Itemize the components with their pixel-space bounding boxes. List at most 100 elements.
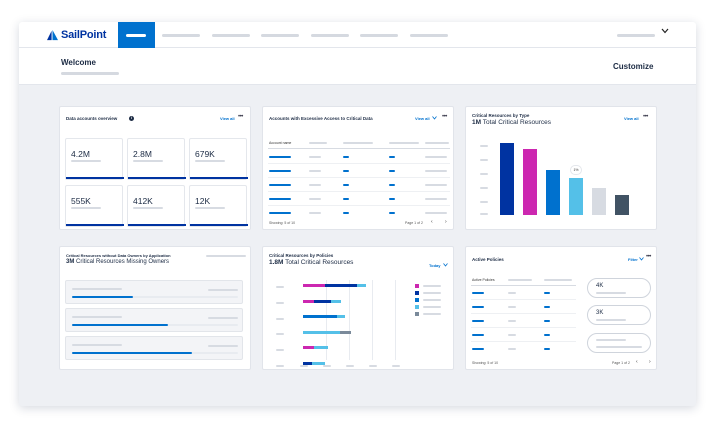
table-cell <box>425 212 447 214</box>
chart-bar-segment[interactable] <box>330 299 342 303</box>
user-name[interactable] <box>617 34 655 37</box>
sailpoint-logo-icon <box>47 29 58 40</box>
nav-item[interactable] <box>410 34 448 37</box>
chart-bar-segment[interactable] <box>312 361 325 365</box>
nav-item[interactable] <box>311 34 349 37</box>
account-link[interactable] <box>269 170 291 172</box>
account-link[interactable] <box>269 198 291 200</box>
policy-link[interactable] <box>472 334 484 336</box>
chart-bar-segment[interactable] <box>313 299 331 303</box>
brand-logo[interactable]: SailPoint <box>47 29 106 41</box>
summary-pill[interactable]: 4K <box>587 278 651 298</box>
column-header[interactable]: Account name <box>269 141 292 145</box>
stat-bar <box>66 177 124 179</box>
prev-page-button[interactable]: ‹ <box>431 219 433 225</box>
chevron-down-icon[interactable] <box>443 263 448 267</box>
chart-bar-segment[interactable] <box>339 330 351 334</box>
chart-bar-segment[interactable] <box>324 284 357 287</box>
column-header[interactable] <box>508 279 532 281</box>
application-row[interactable] <box>65 336 243 360</box>
more-options-icon[interactable]: ••• <box>238 114 243 120</box>
table-cell <box>389 184 395 186</box>
legend-swatch[interactable] <box>415 298 419 302</box>
chart-bar-segment[interactable] <box>336 315 345 318</box>
account-link[interactable] <box>269 184 291 186</box>
chevron-down-icon[interactable] <box>639 257 644 261</box>
chart-bar[interactable] <box>569 178 583 215</box>
view-all-link[interactable]: View all <box>220 116 235 121</box>
chart-bar[interactable] <box>615 194 629 215</box>
legend-swatch[interactable] <box>415 305 419 309</box>
nav-item[interactable] <box>261 34 299 37</box>
policy-link[interactable] <box>472 320 484 322</box>
chevron-down-icon[interactable] <box>661 28 669 34</box>
policy-link[interactable] <box>472 348 484 350</box>
stat-tile[interactable]: 2.8M <box>127 138 186 180</box>
chart-bar[interactable] <box>523 148 537 215</box>
table-cell <box>343 170 349 172</box>
y-axis-label <box>276 333 284 335</box>
more-options-icon[interactable]: ••• <box>646 254 651 260</box>
next-page-button[interactable]: › <box>649 359 651 365</box>
chart-bar-segment[interactable] <box>303 315 337 318</box>
chart-bar-segment[interactable] <box>303 346 314 349</box>
stat-tile[interactable]: 679K <box>189 138 248 180</box>
time-filter-dropdown[interactable]: Today <box>429 263 441 268</box>
chart-bar[interactable] <box>546 170 560 215</box>
next-page-button[interactable]: › <box>445 219 447 225</box>
chart-bar-segment[interactable] <box>303 284 325 287</box>
more-options-icon[interactable]: ••• <box>643 114 648 120</box>
subtitle-text: Total Critical Resources <box>285 259 354 266</box>
column-header[interactable] <box>389 142 419 144</box>
stat-tile[interactable]: 12K <box>189 185 248 227</box>
subtitle-value: 1M <box>472 119 482 126</box>
application-row[interactable] <box>65 308 243 332</box>
stat-tile[interactable]: 555K <box>65 185 124 227</box>
table-cell <box>389 198 395 200</box>
nav-item[interactable] <box>212 34 250 37</box>
nav-item-active[interactable] <box>118 22 155 48</box>
summary-pill[interactable] <box>587 333 651 353</box>
chart-bar-segment[interactable] <box>313 346 328 349</box>
table-cell <box>309 156 321 158</box>
info-icon[interactable]: i <box>129 116 134 121</box>
nav-item[interactable] <box>162 34 200 37</box>
column-header[interactable] <box>544 279 572 281</box>
column-header[interactable]: Active Policies <box>472 278 495 282</box>
account-link[interactable] <box>269 212 291 214</box>
customize-button[interactable]: Customize <box>613 62 654 71</box>
chart-bar-segment[interactable] <box>303 299 314 303</box>
card-title: Accounts with Excessive Access to Critic… <box>269 116 373 121</box>
chart-bar-segment[interactable] <box>356 284 367 287</box>
gridline <box>372 280 373 360</box>
y-axis-tick <box>480 159 488 161</box>
legend-swatch[interactable] <box>415 284 419 288</box>
policy-link[interactable] <box>472 306 484 308</box>
account-link[interactable] <box>269 156 291 158</box>
view-all-link[interactable]: View all <box>624 116 639 121</box>
legend-swatch[interactable] <box>415 312 419 316</box>
chevron-down-icon[interactable] <box>432 116 437 120</box>
prev-page-button[interactable]: ‹ <box>636 359 638 365</box>
chart-bar[interactable] <box>592 187 606 215</box>
legend-swatch[interactable] <box>415 291 419 295</box>
row-divider <box>268 148 450 149</box>
stat-tile[interactable]: 4.2M <box>65 138 124 180</box>
filter-dropdown[interactable]: Filter <box>628 257 638 262</box>
column-header[interactable] <box>343 142 373 144</box>
nav-item[interactable] <box>360 34 398 37</box>
x-axis-label <box>392 365 400 367</box>
chart-bar[interactable] <box>500 143 514 215</box>
chart-bar-segment[interactable] <box>303 330 340 334</box>
chart-bar-segment[interactable] <box>303 361 313 365</box>
summary-pill[interactable]: 3K <box>587 305 651 325</box>
policy-link[interactable] <box>472 292 484 294</box>
stat-tile[interactable]: 412K <box>127 185 186 227</box>
view-all-dropdown[interactable]: View all <box>415 116 430 121</box>
column-header[interactable] <box>309 142 327 144</box>
stat-bar <box>66 224 124 226</box>
table-cell <box>343 198 349 200</box>
column-header[interactable] <box>425 142 449 144</box>
application-row[interactable] <box>65 280 243 304</box>
more-options-icon[interactable]: ••• <box>442 114 447 120</box>
